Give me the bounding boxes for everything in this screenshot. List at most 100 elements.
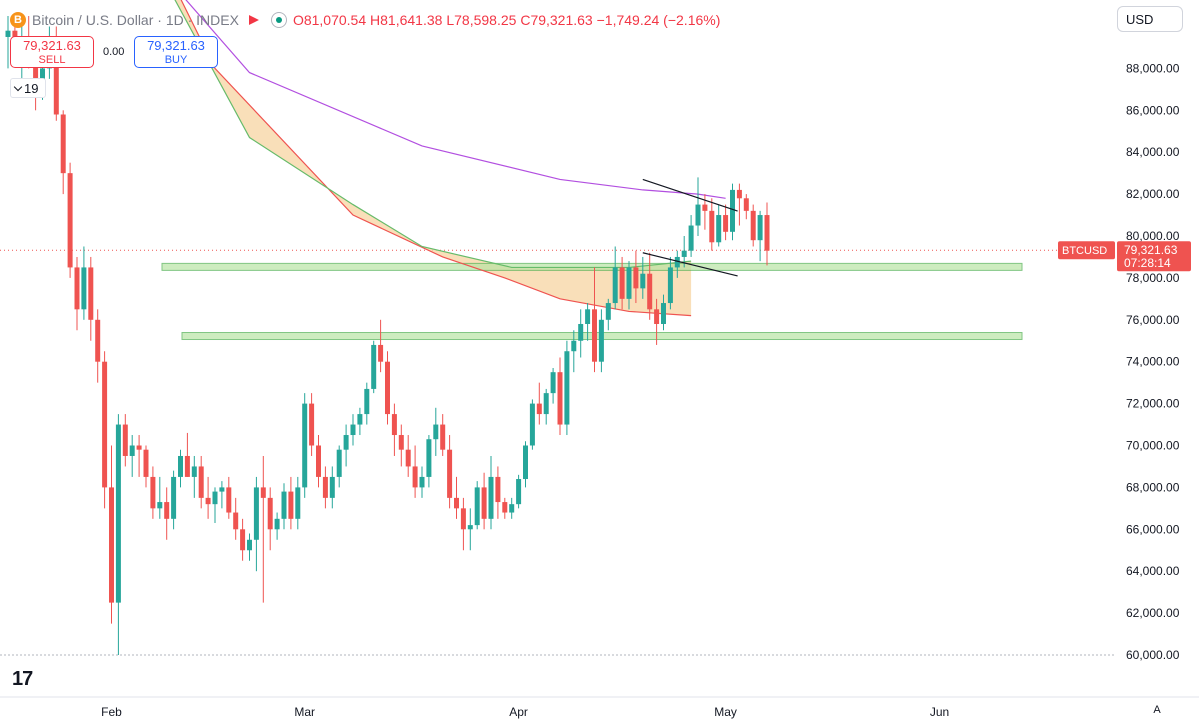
candle <box>212 487 218 524</box>
y-tick-label: 82,000.00 <box>1126 187 1180 201</box>
candle-body <box>164 502 170 519</box>
candle <box>550 367 556 404</box>
candle-body <box>495 476 501 503</box>
candle <box>109 445 114 624</box>
candle <box>716 204 722 247</box>
candle-body <box>488 476 494 519</box>
y-tick-label: 84,000.00 <box>1126 145 1180 159</box>
candle-body <box>640 273 646 289</box>
candle-body <box>667 267 673 304</box>
indicators-toggle[interactable]: 19 <box>10 78 46 98</box>
candle-body <box>467 525 473 530</box>
candle-body <box>592 309 597 362</box>
y-tick-label: 68,000.00 <box>1126 480 1180 494</box>
candle <box>184 432 190 477</box>
candle-body <box>191 466 197 477</box>
candle-body <box>33 57 39 94</box>
candle-body <box>426 439 432 477</box>
candle-body <box>5 30 11 37</box>
candle <box>398 424 404 467</box>
candle-body <box>115 424 121 603</box>
y-tick-label: 88,000.00 <box>1126 61 1180 75</box>
buy-button[interactable]: 79,321.63 BUY <box>134 36 218 68</box>
x-tick-label: Feb <box>101 705 122 719</box>
candle <box>267 487 273 551</box>
candle-body <box>516 479 522 505</box>
candle <box>426 435 432 488</box>
candle <box>371 340 377 394</box>
candle-body <box>750 210 756 241</box>
candle-body <box>281 491 287 519</box>
candle-body <box>695 204 701 226</box>
candle-body <box>67 173 73 268</box>
market-status-icon[interactable] <box>270 12 287 28</box>
candle <box>654 298 660 345</box>
candle-body <box>253 487 259 540</box>
y-tick-label: 62,000.00 <box>1126 606 1180 620</box>
price-badge-countdown: 07:28:14 <box>1124 256 1171 270</box>
sell-button[interactable]: 79,321.63 SELL <box>10 36 94 68</box>
candle <box>405 435 411 477</box>
candle-body <box>647 273 653 310</box>
candle <box>578 309 584 358</box>
candle-body <box>433 424 439 440</box>
x-tick-label: Mar <box>294 705 315 719</box>
candle-body <box>398 435 404 450</box>
candle-body <box>743 198 749 211</box>
candle-body <box>454 497 459 509</box>
open-label: O <box>292 12 304 28</box>
currency-select[interactable]: USD <box>1117 6 1183 32</box>
symbol-title[interactable]: Bitcoin / U.S. Dollar · 1D · INDEX <box>32 12 239 28</box>
candle-body <box>88 267 94 320</box>
candle-body <box>730 189 735 232</box>
candle <box>260 455 266 603</box>
candle <box>481 472 487 530</box>
candle-body <box>233 512 239 530</box>
candle <box>5 16 11 69</box>
candle <box>488 455 494 530</box>
candle-body <box>226 487 232 513</box>
candle-body <box>60 114 66 174</box>
chevron-down-icon <box>13 82 23 91</box>
candle-body <box>302 403 308 488</box>
candle <box>129 435 135 477</box>
candle <box>557 357 563 436</box>
candle <box>647 252 653 320</box>
candle <box>336 445 342 488</box>
candle-body <box>557 372 563 425</box>
tradingview-logo-icon[interactable]: 17 <box>12 668 33 690</box>
candle <box>433 407 439 456</box>
ma-green-line <box>174 0 692 269</box>
candle <box>357 407 363 436</box>
candle-body <box>157 502 163 509</box>
candle-body <box>316 445 321 477</box>
candle-body <box>605 303 611 320</box>
candle-body <box>295 487 301 519</box>
candle <box>757 210 763 262</box>
candle-body <box>198 466 204 498</box>
candle-body <box>626 267 632 299</box>
spread-value: 0.00 <box>103 46 125 58</box>
candle <box>288 476 294 530</box>
ma-red-line <box>180 0 692 317</box>
auto-scale-button[interactable]: A <box>1153 704 1161 716</box>
sell-label: SELL <box>38 54 66 66</box>
y-tick-label: 72,000.00 <box>1126 397 1180 411</box>
candle-body <box>681 250 687 257</box>
candle <box>81 246 87 320</box>
low-value: 78,598.25 <box>454 12 517 28</box>
candle-body <box>578 323 584 341</box>
candle <box>709 198 715 251</box>
candle-body <box>150 476 156 509</box>
candle <box>585 303 591 341</box>
candle <box>67 162 73 278</box>
flag-icon[interactable] <box>248 15 259 25</box>
candle-body <box>267 497 273 530</box>
symbol-header: B Bitcoin / U.S. Dollar · 1D · INDEX O81… <box>10 10 720 30</box>
candle <box>164 487 170 540</box>
buy-price: 79,321.63 <box>147 38 205 53</box>
candle-body <box>529 403 535 446</box>
candle <box>619 256 625 310</box>
y-tick-label: 86,000.00 <box>1126 103 1180 117</box>
